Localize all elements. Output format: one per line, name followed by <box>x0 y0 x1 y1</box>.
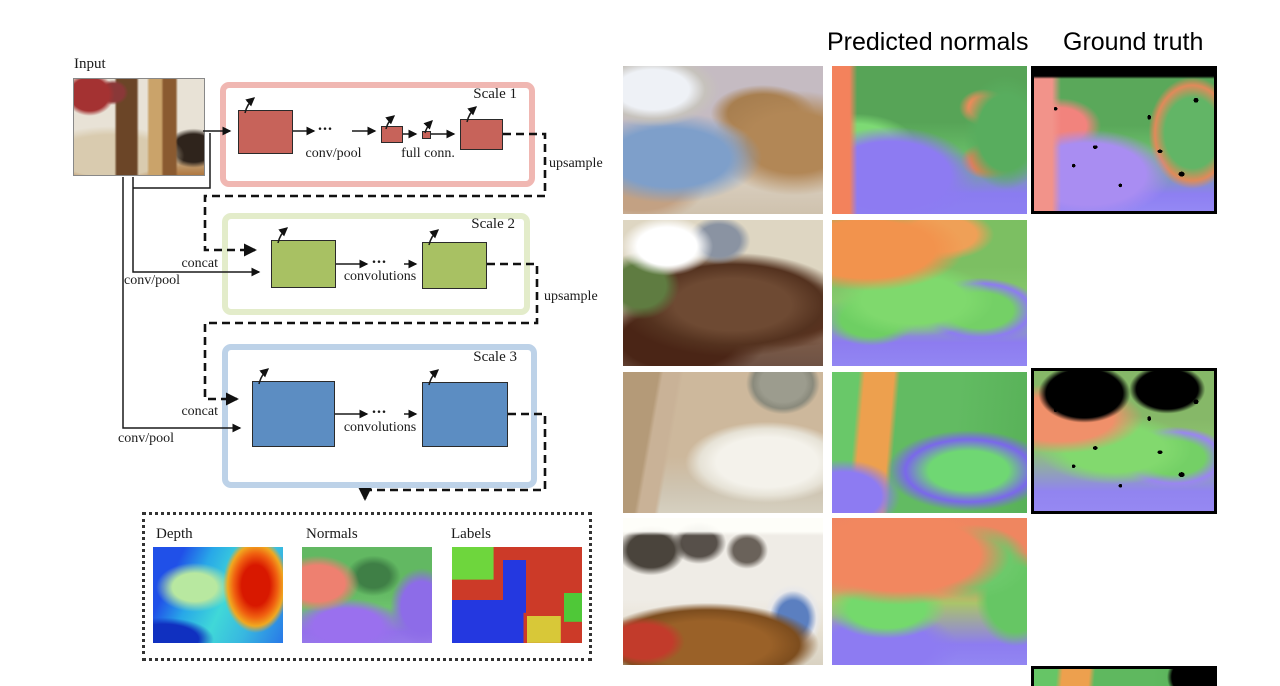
ground-truth-living-room <box>1031 368 1217 514</box>
normals-output-image <box>302 547 432 643</box>
scale3-title: Scale 3 <box>473 349 517 365</box>
scale3-ellipsis: ... <box>372 400 387 417</box>
scale3-convolutions-label: convolutions <box>343 420 417 435</box>
scale1-feature-box-1 <box>238 110 293 154</box>
scale3-feature-box-1 <box>252 381 335 447</box>
ground-truth-bedroom <box>1031 66 1217 214</box>
scale2-ellipsis: ... <box>372 250 387 267</box>
predicted-normals-living-room <box>832 220 1027 366</box>
labels-label: Labels <box>451 526 491 542</box>
normals-label: Normals <box>306 526 358 542</box>
scale2-conv-pool-label: conv/pool <box>124 273 180 288</box>
scale1-title: Scale 1 <box>473 86 517 102</box>
scale1-upsample-label: upsample <box>549 156 603 171</box>
scale2-concat-label: concat <box>181 256 218 271</box>
scale1-feature-box-3 <box>422 131 431 139</box>
scale1-feature-box-4 <box>460 119 503 150</box>
predicted-normals-office <box>832 518 1027 665</box>
scale2-title: Scale 2 <box>471 216 515 232</box>
input-photo <box>73 78 205 176</box>
input-photo-living-room <box>623 220 823 366</box>
scale2-upsample-label: upsample <box>544 289 598 304</box>
input-photo-bathroom <box>623 372 823 513</box>
input-photo-office <box>623 518 823 665</box>
predicted-normals-header: Predicted normals <box>827 28 1029 56</box>
ground-truth-bathroom <box>1031 666 1217 686</box>
scale3-feature-box-2 <box>422 382 508 447</box>
scale2-feature-box-2 <box>422 242 487 289</box>
input-photo-bedroom <box>623 66 823 214</box>
depth-output-image <box>153 547 283 643</box>
ground-truth-header: Ground truth <box>1063 28 1204 56</box>
scale3-concat-label: concat <box>181 404 218 419</box>
scale1-full-conn-label: full conn. <box>401 146 455 161</box>
scale1-feature-box-2 <box>381 126 403 143</box>
predicted-normals-bedroom <box>832 66 1027 214</box>
labels-output-image <box>452 547 582 643</box>
input-label: Input <box>74 56 106 72</box>
scale1-conv-pool-label: conv/pool <box>305 146 362 161</box>
scale2-feature-box-1 <box>271 240 336 288</box>
depth-label: Depth <box>156 526 193 542</box>
scale3-conv-pool-label: conv/pool <box>118 431 174 446</box>
predicted-normals-bathroom <box>832 372 1027 513</box>
scale2-convolutions-label: convolutions <box>343 269 417 284</box>
scale1-ellipsis: ... <box>318 117 333 134</box>
